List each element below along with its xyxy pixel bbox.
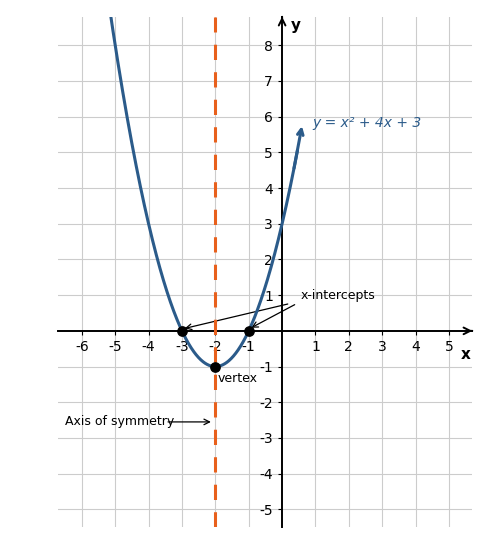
Point xyxy=(178,326,186,335)
Text: x-intercepts: x-intercepts xyxy=(300,289,375,301)
Point xyxy=(245,326,253,335)
Text: Axis of symmetry: Axis of symmetry xyxy=(65,415,174,428)
Text: x: x xyxy=(461,347,470,362)
Text: y = x² + 4x + 3: y = x² + 4x + 3 xyxy=(312,117,421,130)
Text: vertex: vertex xyxy=(218,372,258,385)
Text: y: y xyxy=(290,18,300,33)
Point xyxy=(211,362,219,371)
